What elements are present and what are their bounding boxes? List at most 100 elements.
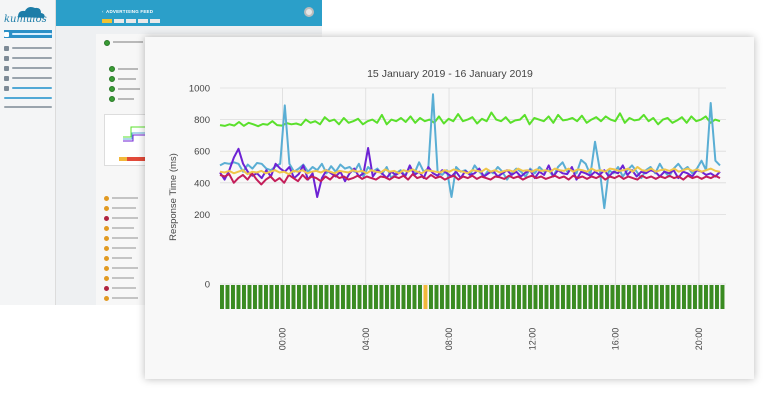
status-bar[interactable]	[401, 285, 406, 309]
status-bar[interactable]	[308, 285, 312, 309]
status-bar[interactable]	[544, 285, 549, 309]
status-bar[interactable]	[511, 285, 516, 309]
status-bar[interactable]	[220, 285, 224, 309]
status-bar[interactable]	[462, 285, 466, 309]
status-bar[interactable]	[242, 285, 246, 309]
status-bar[interactable]	[335, 285, 340, 309]
status-bar[interactable]	[264, 285, 268, 309]
status-bar[interactable]	[682, 285, 686, 309]
status-bar[interactable]	[302, 285, 307, 309]
status-bar[interactable]	[693, 285, 697, 309]
sidebar-subitem-1[interactable]	[4, 94, 52, 102]
status-bar[interactable]	[616, 285, 620, 309]
status-bar[interactable]	[555, 285, 560, 309]
status-bar[interactable]	[583, 285, 587, 309]
status-bar[interactable]	[286, 285, 290, 309]
status-bar[interactable]	[599, 285, 604, 309]
status-bar[interactable]	[660, 285, 664, 309]
status-bar[interactable]	[440, 285, 444, 309]
status-bar[interactable]	[352, 285, 356, 309]
status-bar[interactable]	[676, 285, 681, 309]
status-bar[interactable]	[319, 285, 323, 309]
status-bar[interactable]	[357, 285, 362, 309]
series-line-5[interactable]	[219, 166, 721, 176]
status-bar[interactable]	[341, 285, 345, 309]
status-bar[interactable]	[253, 285, 257, 309]
status-bar[interactable]	[605, 285, 609, 309]
status-bar[interactable]	[297, 285, 301, 309]
status-bar[interactable]	[368, 285, 373, 309]
status-bar[interactable]	[533, 285, 538, 309]
status-bar[interactable]	[720, 285, 725, 309]
status-bar[interactable]	[363, 285, 367, 309]
status-bar[interactable]	[621, 285, 626, 309]
sidebar-item-4[interactable]	[4, 74, 52, 82]
sidebar-item-dashboard[interactable]	[4, 30, 52, 38]
status-bar[interactable]	[456, 285, 461, 309]
status-bar[interactable]	[649, 285, 653, 309]
status-bar[interactable]	[280, 285, 285, 309]
status-bar[interactable]	[445, 285, 450, 309]
status-bar[interactable]	[258, 285, 263, 309]
series-line-1[interactable]	[219, 111, 721, 128]
sidebar-item-2[interactable]	[4, 54, 52, 62]
status-bar[interactable]	[500, 285, 505, 309]
status-bar[interactable]	[715, 285, 719, 309]
status-bar[interactable]	[374, 285, 378, 309]
status-bar[interactable]	[704, 285, 708, 309]
back-arrow-icon[interactable]: ‹	[102, 9, 104, 14]
status-bar[interactable]	[324, 285, 329, 309]
sidebar-item-3[interactable]	[4, 64, 52, 72]
status-bar[interactable]	[451, 285, 455, 309]
status-bar[interactable]	[484, 285, 488, 309]
status-bar[interactable]	[610, 285, 615, 309]
status-bar[interactable]	[588, 285, 593, 309]
status-bar[interactable]	[434, 285, 439, 309]
status-bar[interactable]	[566, 285, 571, 309]
status-bar[interactable]	[291, 285, 296, 309]
status-bar[interactable]	[643, 285, 648, 309]
status-bar[interactable]	[423, 285, 428, 309]
status-bar[interactable]	[236, 285, 241, 309]
status-bar[interactable]	[572, 285, 576, 309]
status-bar[interactable]	[671, 285, 675, 309]
status-bar[interactable]	[231, 285, 235, 309]
sidebar-subitem-2[interactable]	[4, 103, 52, 111]
status-bar[interactable]	[275, 285, 279, 309]
status-bar[interactable]	[478, 285, 483, 309]
status-bar[interactable]	[330, 285, 334, 309]
status-bar[interactable]	[269, 285, 274, 309]
series-line-4[interactable]	[219, 172, 721, 186]
status-bar[interactable]	[390, 285, 395, 309]
status-bar[interactable]	[550, 285, 554, 309]
status-bar[interactable]	[506, 285, 510, 309]
status-bar[interactable]	[247, 285, 252, 309]
response-time-chart[interactable]: 15 January 2019 - 16 January 2019 Respon…	[145, 37, 754, 379]
status-bar[interactable]	[313, 285, 318, 309]
status-bar[interactable]	[539, 285, 543, 309]
brand-logo[interactable]: kumulos	[4, 14, 47, 25]
status-bar[interactable]	[429, 285, 433, 309]
status-bar[interactable]	[665, 285, 670, 309]
status-bar[interactable]	[412, 285, 417, 309]
status-bar[interactable]	[594, 285, 598, 309]
status-bar[interactable]	[698, 285, 703, 309]
status-bar[interactable]	[467, 285, 472, 309]
status-bar[interactable]	[627, 285, 631, 309]
status-bar[interactable]	[379, 285, 384, 309]
status-bar[interactable]	[654, 285, 659, 309]
status-bar[interactable]	[489, 285, 494, 309]
status-bar[interactable]	[709, 285, 714, 309]
status-bar[interactable]	[225, 285, 230, 309]
status-bar[interactable]	[418, 285, 422, 309]
status-bar[interactable]	[517, 285, 521, 309]
status-bar[interactable]	[385, 285, 389, 309]
status-bar[interactable]	[396, 285, 400, 309]
sidebar-item-settings[interactable]	[4, 84, 52, 92]
series-line-3[interactable]	[219, 147, 721, 198]
status-bar[interactable]	[346, 285, 351, 309]
status-bar[interactable]	[577, 285, 582, 309]
date-filter-tabs[interactable]	[102, 19, 160, 23]
status-bar[interactable]	[473, 285, 477, 309]
status-bar[interactable]	[561, 285, 565, 309]
